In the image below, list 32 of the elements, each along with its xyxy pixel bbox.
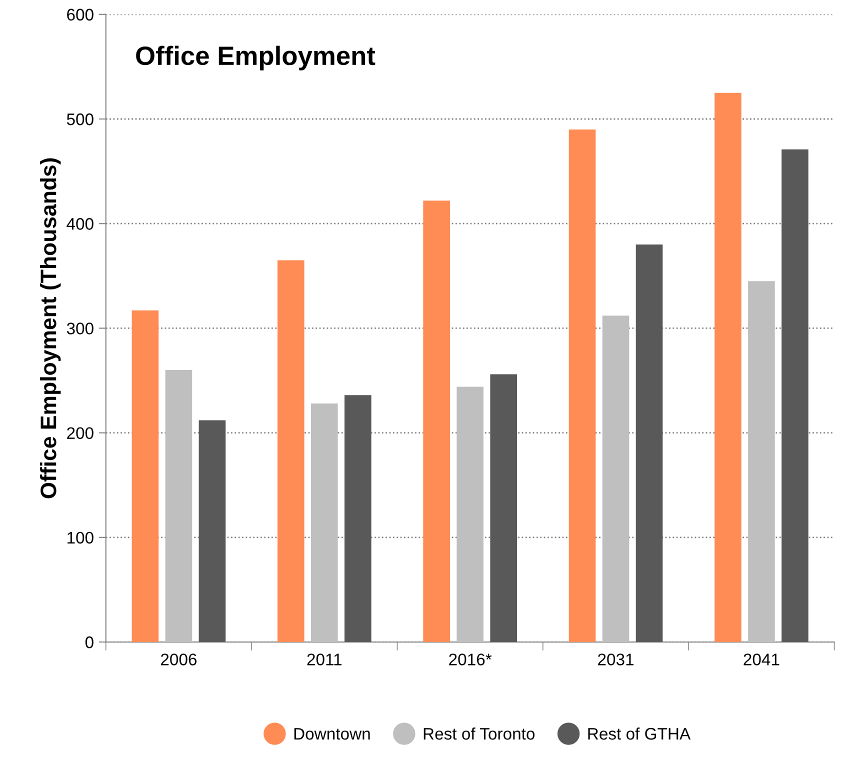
legend-label: Downtown: [294, 728, 370, 740]
bar: [568, 129, 596, 642]
bar: [132, 310, 159, 642]
y-axis-title: Office Employment (Thousands): [40, 158, 61, 498]
legend-label: Rest of Toronto: [424, 727, 535, 740]
x-tick-label: 2011: [307, 654, 342, 666]
y-tick-label: 400: [66, 218, 94, 230]
bar: [198, 420, 226, 642]
bar: [490, 374, 517, 642]
bar: [277, 260, 304, 642]
y-tick-label: 0: [85, 636, 94, 648]
bar: [423, 200, 450, 642]
y-tick-label: 500: [66, 113, 94, 126]
text: Office Employment: [136, 46, 376, 70]
bar: [311, 404, 338, 642]
bar: [714, 92, 742, 642]
bar: [748, 281, 775, 642]
x-tick-label: 2016*: [449, 654, 492, 666]
x-tick-label: 2031: [598, 654, 634, 666]
bar: [602, 316, 630, 642]
y-tick-label: 600: [67, 8, 94, 21]
legend-label: Rest of GTHA: [588, 727, 691, 740]
x-tick-label: 2041: [744, 654, 780, 666]
bar: [456, 386, 484, 642]
bar: [636, 244, 663, 642]
bar: [782, 149, 808, 642]
y-tick-label: 300: [66, 322, 94, 334]
y-tick-label: 100: [68, 532, 94, 544]
bar: [165, 370, 192, 642]
y-tick-label: 200: [67, 427, 94, 440]
x-tick-label: 2006: [161, 654, 197, 666]
bar: [344, 395, 372, 642]
